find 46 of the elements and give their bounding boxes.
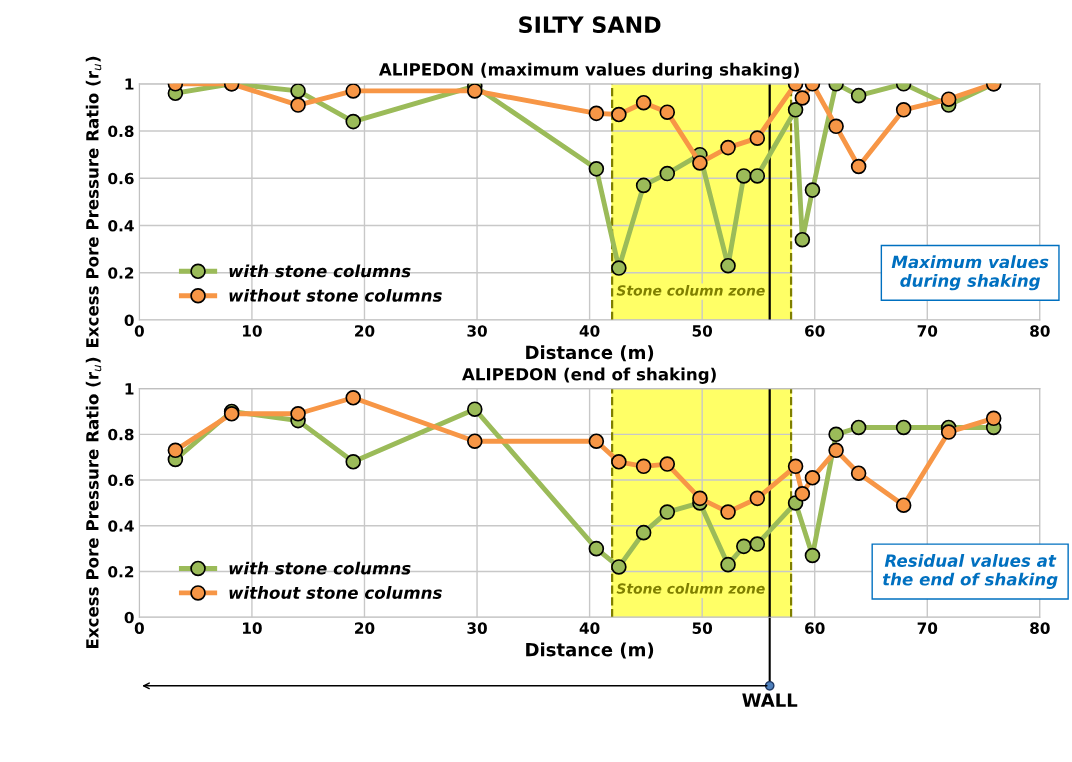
chart-title: ALIPEDON (end of shaking): [462, 367, 716, 384]
annotation: Maximum values during shaking: [891, 255, 1049, 291]
y-tick-label: 0.2: [108, 565, 134, 578]
y-tick-label: 0.8: [108, 125, 134, 138]
y-tick-label: 1: [125, 78, 134, 90]
x-tick-label: 50: [692, 325, 713, 337]
x-tick-label: 30: [467, 622, 487, 634]
x-tick-label: 60: [805, 325, 825, 337]
x-tick-label: 0: [134, 325, 144, 337]
x-tick-label: 60: [805, 622, 825, 634]
legend-label: with stone columns: [229, 264, 411, 278]
y-tick-label: 0.6: [108, 172, 134, 185]
x-tick-label: 40: [579, 325, 600, 337]
ref-line-label: WALL: [742, 693, 798, 707]
x-tick-label: 70: [917, 622, 938, 634]
y-tick-label: 0: [124, 314, 134, 327]
x-tick-label: 30: [467, 325, 487, 337]
annotation: Residual values at the end of shaking: [882, 554, 1058, 589]
y-axis-title: Excess Pore Pressure Ratio (r$_{u}$): [85, 357, 102, 649]
y-tick-label: 0.6: [108, 474, 134, 487]
y-tick-label: 0: [124, 611, 134, 624]
x-axis-title: Distance (m): [526, 345, 654, 362]
x-tick-label: 0: [134, 622, 144, 634]
y-tick-label: 0.4: [108, 520, 134, 532]
x-tick-label: 10: [243, 325, 262, 337]
x-tick-label: 70: [917, 325, 938, 337]
band-label: Stone column zone: [616, 583, 765, 594]
legend-label: without stone columns: [229, 288, 442, 302]
x-tick-label: 80: [1030, 325, 1050, 337]
x-tick-label: 50: [692, 622, 713, 634]
x-tick-label: 40: [579, 622, 600, 634]
x-tick-label: 20: [355, 325, 375, 337]
legend-label: with stone columns: [229, 561, 411, 575]
y-tick-label: 1: [125, 383, 134, 395]
y-tick-label: 0.4: [108, 220, 134, 232]
legend-label: without stone columns: [229, 586, 442, 599]
chart-subtitle: ALIPEDON (maximum values during shaking): [378, 62, 799, 80]
x-tick-label: 20: [355, 622, 375, 634]
x-tick-label: 10: [243, 622, 262, 634]
y-tick-label: 0.2: [108, 267, 134, 279]
chart-title: SILTY SAND: [519, 16, 661, 34]
x-axis-title: Distance (m): [526, 642, 654, 659]
y-tick-label: 0.8: [108, 428, 134, 441]
y-axis-title: Excess Pore Pressure Ratio (r$_{u}$): [85, 56, 102, 348]
band-label: Stone column zone: [616, 284, 765, 296]
x-tick-label: 80: [1030, 622, 1050, 634]
